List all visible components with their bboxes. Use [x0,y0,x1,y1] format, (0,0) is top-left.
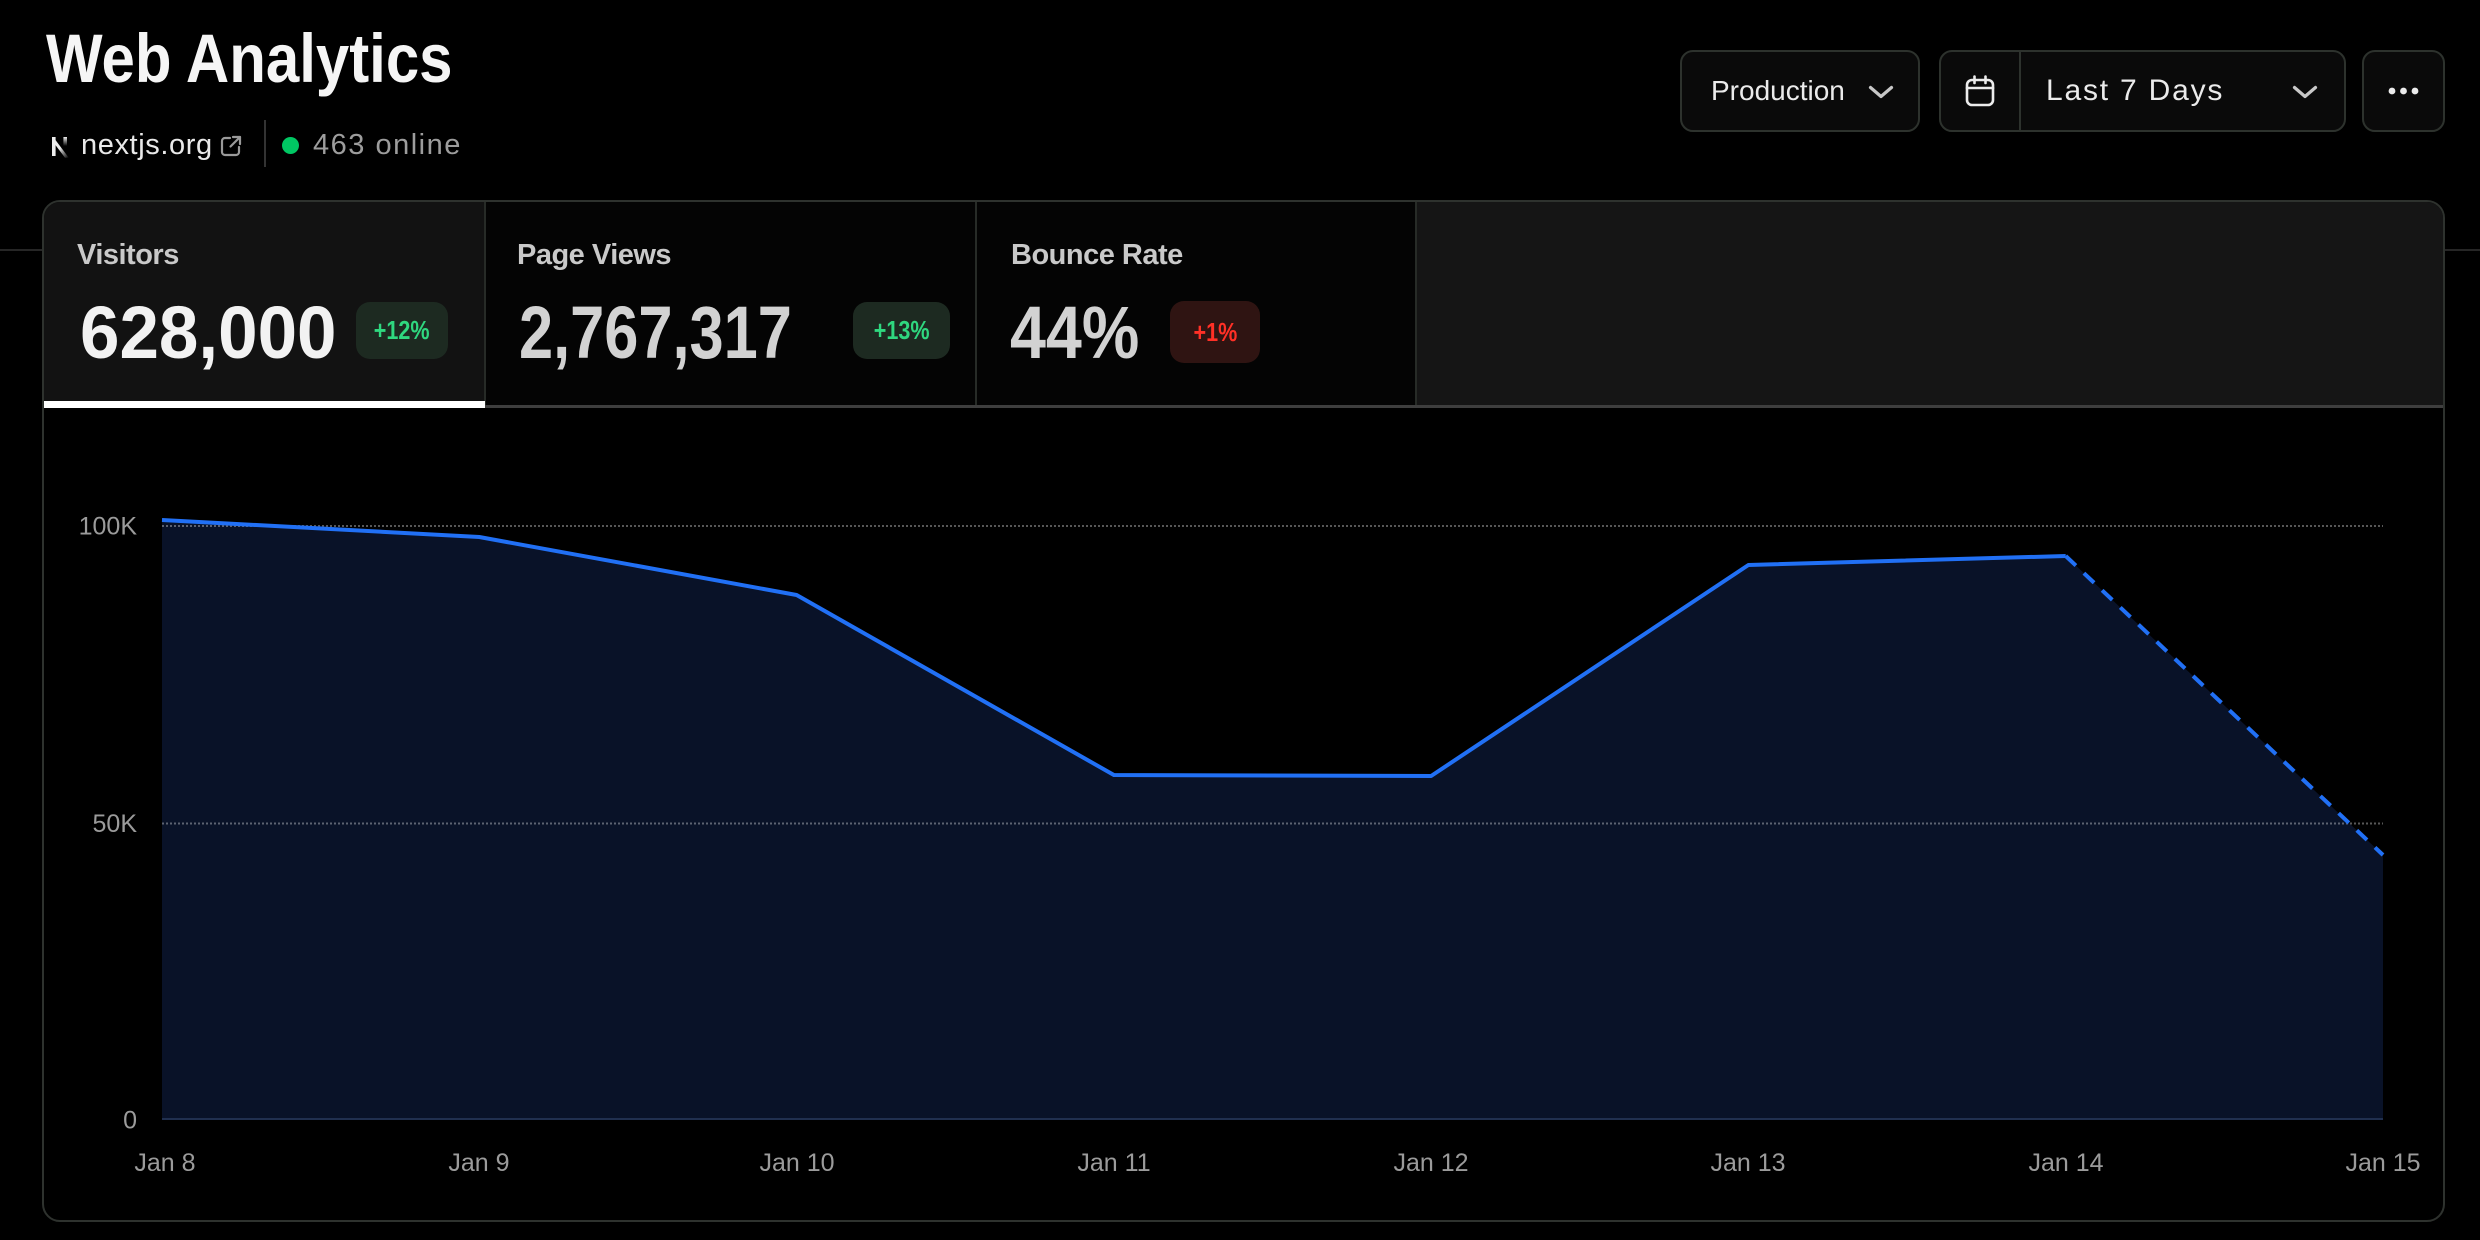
svg-text:Jan 13: Jan 13 [1710,1149,1785,1177]
svg-text:Jan 8: Jan 8 [134,1149,195,1177]
svg-text:100K: 100K [79,513,138,541]
svg-text:Jan 14: Jan 14 [2028,1149,2103,1177]
svg-text:Jan 10: Jan 10 [759,1149,834,1177]
svg-text:Jan 12: Jan 12 [1393,1149,1468,1177]
svg-text:Jan 9: Jan 9 [448,1149,509,1177]
svg-text:0: 0 [123,1107,137,1135]
svg-text:50K: 50K [93,810,138,838]
svg-text:Jan 15: Jan 15 [2345,1149,2420,1177]
svg-text:Jan 11: Jan 11 [1077,1149,1150,1177]
